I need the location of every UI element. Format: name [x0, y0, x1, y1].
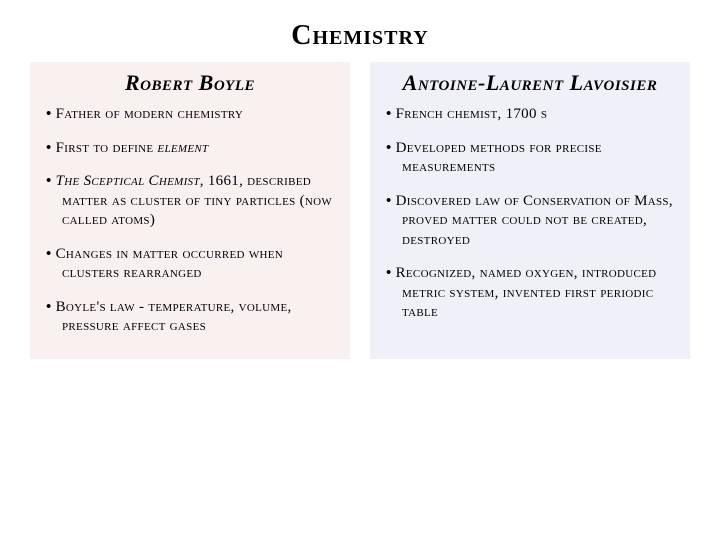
- list-item: Changes in matter occurred when clusters…: [46, 245, 338, 284]
- right-heading: Antoine-Laurent Lavoisier: [382, 70, 678, 95]
- left-list: Father of modern chemistry First to defin…: [42, 105, 338, 337]
- main-title: Chemistry: [30, 20, 690, 52]
- list-item: Father of modern chemistry: [46, 105, 338, 125]
- italic-text: element: [157, 140, 208, 156]
- columns: Robert Boyle Father of modern chemistryF…: [30, 62, 690, 359]
- list-item: The Sceptical Chemist, 1661, described m…: [46, 172, 338, 231]
- list-item: Boyle's law - temperature, volume, press…: [46, 298, 338, 337]
- right-column: Antoine-Laurent Lavoisier French chemist…: [370, 62, 690, 359]
- italic-text: The Sceptical Chemist: [56, 173, 200, 189]
- list-item: First to define element: [46, 139, 338, 159]
- slide: Chemistry Robert Boyle Father of modern …: [0, 0, 720, 540]
- list-item: Recognized, named oxygen, introduced met…: [386, 264, 678, 323]
- list-item: French chemist, 1700 s: [386, 105, 678, 125]
- list-item: Developed methods for precise measuremen…: [386, 139, 678, 178]
- left-column: Robert Boyle Father of modern chemistryF…: [30, 62, 350, 359]
- left-heading: Robert Boyle: [42, 70, 338, 95]
- right-list: French chemist, 1700 s Developed methods …: [382, 105, 678, 323]
- list-item: Discovered law of Conservation of Mass, …: [386, 192, 678, 251]
